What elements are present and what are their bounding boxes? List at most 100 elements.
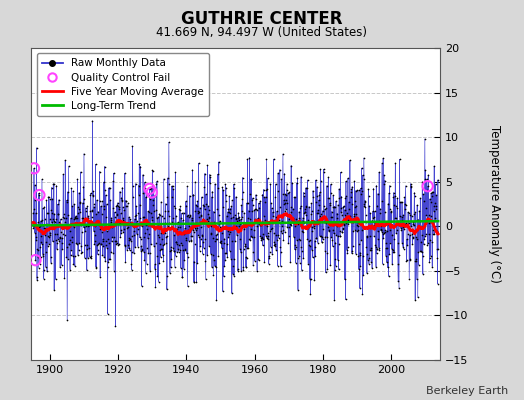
Point [130, 232, 139, 238]
Point [157, 198, 166, 205]
Point [267, 225, 276, 231]
Point [36, 243, 44, 250]
Point [82, 246, 91, 252]
Point [70, 224, 78, 230]
Point [156, 212, 164, 218]
Point [181, 237, 190, 243]
Point [324, 195, 332, 202]
Point [180, 257, 189, 263]
Point [331, 267, 339, 273]
Point [434, 177, 442, 183]
Point [269, 209, 277, 216]
Point [356, 262, 365, 269]
Point [46, 216, 54, 222]
Point [378, 160, 386, 166]
Point [285, 232, 293, 239]
Point [394, 278, 402, 284]
Point [382, 253, 390, 259]
Point [278, 191, 287, 198]
Point [103, 310, 112, 317]
Point [283, 224, 292, 230]
Point [225, 193, 234, 200]
Point [373, 246, 381, 252]
Point [348, 248, 357, 254]
Point [162, 233, 171, 239]
Point [217, 238, 225, 244]
Point [42, 197, 51, 204]
Point [252, 192, 260, 198]
Point [244, 215, 252, 221]
Point [296, 205, 304, 212]
Point [401, 182, 410, 189]
Point [427, 190, 435, 196]
Point [220, 273, 228, 280]
Point [172, 238, 181, 245]
Point [345, 199, 353, 205]
Point [254, 217, 262, 223]
Point [106, 197, 115, 203]
Point [72, 213, 80, 219]
Point [150, 192, 159, 199]
Point [183, 254, 192, 260]
Point [407, 184, 415, 190]
Point [179, 246, 188, 253]
Point [201, 258, 210, 265]
Point [356, 285, 364, 292]
Point [121, 242, 129, 249]
Point [95, 240, 103, 247]
Point [67, 252, 75, 258]
Point [377, 222, 385, 229]
Point [183, 283, 192, 290]
Point [168, 183, 176, 189]
Point [321, 219, 329, 226]
Point [171, 252, 180, 259]
Point [43, 243, 52, 249]
Point [118, 217, 127, 223]
Point [44, 194, 52, 200]
Point [155, 234, 163, 240]
Point [30, 229, 39, 236]
Point [206, 250, 215, 257]
Point [185, 227, 194, 234]
Point [228, 238, 236, 244]
Point [288, 217, 296, 224]
Point [81, 228, 90, 234]
Point [166, 270, 174, 276]
Point [190, 241, 199, 247]
Point [256, 222, 264, 228]
Point [188, 167, 196, 173]
Point [188, 217, 196, 223]
Point [313, 217, 322, 223]
Point [339, 224, 347, 231]
Point [70, 253, 79, 259]
Point [432, 203, 440, 210]
Point [309, 225, 318, 231]
Point [246, 237, 255, 244]
Point [217, 244, 226, 251]
Point [94, 240, 103, 247]
Point [278, 218, 286, 224]
Point [400, 224, 408, 230]
Point [397, 227, 406, 234]
Point [298, 228, 307, 234]
Point [289, 215, 297, 222]
Point [384, 200, 392, 207]
Point [321, 234, 330, 240]
Point [333, 257, 342, 263]
Point [305, 276, 314, 282]
Point [318, 238, 326, 245]
Point [226, 229, 235, 235]
Point [206, 229, 215, 236]
Point [279, 237, 288, 243]
Point [220, 262, 228, 269]
Point [127, 219, 135, 226]
Point [316, 233, 325, 239]
Point [118, 184, 126, 191]
Point [353, 220, 362, 226]
Point [96, 198, 104, 204]
Point [424, 172, 432, 178]
Point [172, 239, 180, 245]
Point [212, 296, 221, 303]
Point [191, 178, 200, 185]
Point [87, 255, 95, 261]
